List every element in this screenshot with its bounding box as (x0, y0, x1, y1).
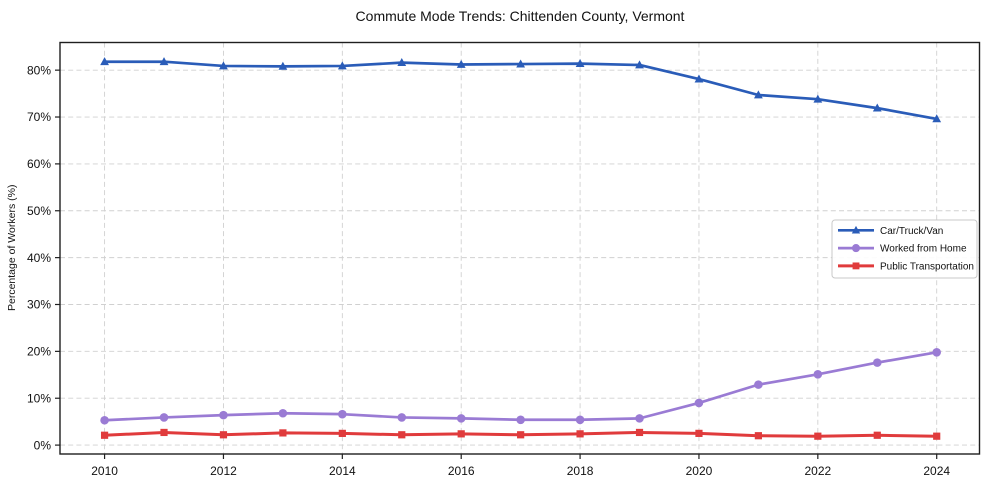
circle-marker (575, 415, 585, 425)
triangle-marker (397, 58, 407, 67)
circle-marker (932, 348, 941, 357)
triangle-marker (575, 58, 585, 67)
square-marker (933, 432, 941, 440)
triangle-marker (851, 225, 861, 234)
square-marker (635, 428, 644, 437)
square-marker (576, 430, 584, 438)
square-marker (279, 429, 287, 437)
square-marker (457, 430, 465, 438)
square-marker (100, 431, 109, 439)
x-tick-label: 2012 (210, 464, 237, 478)
legend-label: Worked from Home (880, 244, 967, 255)
x-tick-label: 2024 (923, 464, 950, 478)
x-tick-label: 2010 (91, 464, 118, 478)
triangle-marker (456, 59, 466, 68)
x-tick-label: 2014 (329, 464, 356, 478)
square-marker (398, 431, 406, 439)
circle-marker (456, 414, 466, 423)
y-tick-label: 80% (27, 63, 51, 77)
circle-marker (813, 370, 823, 379)
circle-marker (397, 413, 407, 422)
circle-marker (754, 380, 763, 389)
plot-border (59, 41, 981, 455)
x-tick-label: 2018 (567, 464, 594, 478)
y-tick-label: 0% (34, 438, 52, 452)
triangle-marker (753, 90, 763, 99)
series-public-transportation (100, 428, 941, 440)
triangle-marker (337, 61, 347, 70)
square-marker (754, 432, 762, 440)
triangle-marker (635, 60, 644, 69)
legend-box (831, 219, 978, 279)
square-marker (160, 428, 168, 437)
triangle-marker (694, 74, 704, 83)
square-marker (852, 262, 860, 270)
triangle-marker (813, 94, 823, 103)
chart-grid (60, 42, 980, 454)
legend-label: Car/Truck/Van (880, 226, 943, 237)
circle-marker (159, 413, 169, 422)
square-marker (219, 431, 228, 439)
legend: Car/Truck/Van Worked from Home Public Tran… (831, 219, 978, 279)
square-marker (814, 432, 822, 440)
y-tick-label: 50% (27, 204, 51, 218)
circle-marker (851, 244, 861, 253)
triangle-marker (932, 114, 942, 123)
y-tick-label: 10% (27, 391, 51, 405)
circle-marker (694, 398, 704, 408)
y-tick-label: 60% (27, 157, 51, 171)
chart-title: Commute Mode Trends: Chittenden County, … (355, 8, 685, 24)
x-tick-label: 2022 (804, 464, 831, 478)
square-marker (517, 431, 525, 439)
series-car-truck-van (100, 57, 942, 123)
series-worked-from-home (100, 348, 941, 425)
triangle-marker (872, 103, 882, 112)
square-marker (338, 429, 346, 437)
circle-marker (219, 410, 228, 420)
circle-marker (516, 415, 525, 425)
legend-entry-car-truck-van: Car/Truck/Van (838, 226, 943, 237)
axes: 2010 2012 2014 2016 2018 2020 2022 2024 0% 10% 20%… (27, 63, 950, 478)
y-tick-label: 30% (27, 298, 51, 312)
y-tick-label: 70% (27, 110, 51, 124)
legend-label: Public Transportation (880, 261, 974, 272)
series-line (104, 350, 937, 422)
triangle-marker (219, 61, 228, 70)
y-tick-label: 20% (27, 345, 51, 359)
circle-marker (278, 408, 288, 418)
x-tick-label: 2020 (686, 464, 713, 478)
circle-marker (338, 409, 347, 419)
triangle-marker (516, 59, 526, 68)
circle-marker (872, 358, 882, 367)
y-tick-label: 40% (27, 251, 51, 265)
legend-entry-worked-from-home: Worked from Home (838, 244, 967, 255)
legend-entry-public-transportation: Public Transportation (838, 261, 974, 272)
triangle-marker (278, 61, 288, 70)
x-tick-label: 2016 (448, 464, 475, 478)
circle-marker (100, 415, 109, 425)
circle-marker (635, 414, 644, 423)
square-marker (695, 429, 703, 437)
square-marker (873, 431, 881, 439)
triangle-marker (159, 57, 169, 66)
triangle-marker (100, 57, 109, 66)
